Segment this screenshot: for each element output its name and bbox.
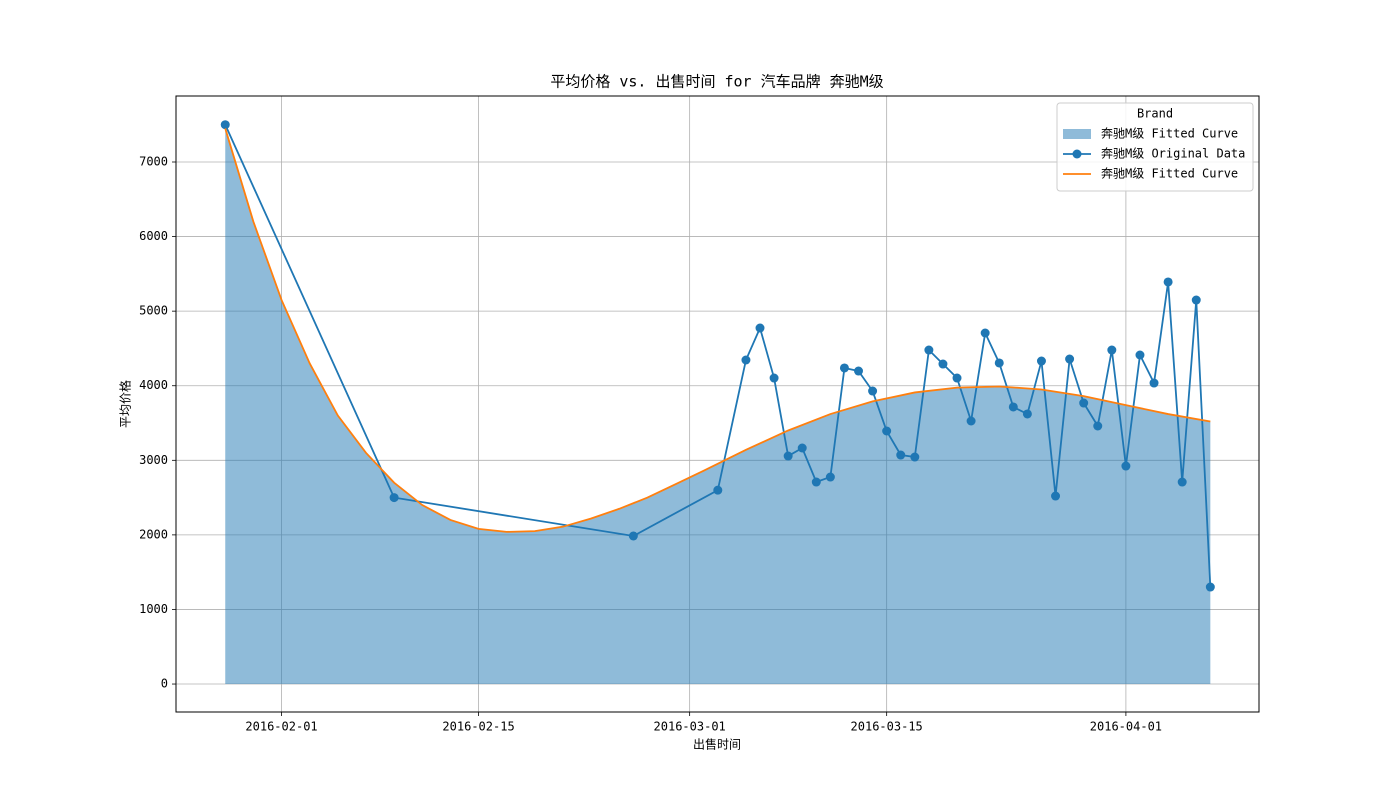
x-tick-label: 2016-03-15 — [851, 720, 923, 734]
legend-label: 奔驰M级 Fitted Curve — [1101, 127, 1238, 141]
y-tick-label: 2000 — [139, 527, 168, 541]
x-tick-label: 2016-02-15 — [442, 720, 514, 734]
plot-frame — [175, 95, 1260, 713]
legend-box — [1056, 102, 1254, 192]
marker — [896, 450, 906, 460]
marker — [1107, 345, 1117, 355]
marker — [220, 120, 230, 130]
marker — [1121, 461, 1131, 471]
marker — [882, 426, 892, 436]
marker — [966, 416, 976, 426]
marker — [825, 472, 835, 482]
marker — [811, 477, 821, 487]
area — [225, 128, 1211, 685]
y-tick-label: 7000 — [139, 155, 168, 169]
marker — [1036, 356, 1046, 366]
marker — [868, 386, 878, 396]
marker — [924, 345, 934, 355]
y-tick-label: 3000 — [139, 453, 168, 467]
line — [224, 128, 1211, 533]
legend-title: Brand — [1137, 107, 1173, 121]
marker — [389, 493, 399, 503]
line — [224, 124, 1212, 588]
legend-label: 奔驰M级 Fitted Curve — [1101, 167, 1238, 181]
marker — [1163, 277, 1173, 287]
marker — [1079, 398, 1089, 408]
marker — [1022, 409, 1032, 419]
y-tick-label: 6000 — [139, 229, 168, 243]
x-tick-label: 2016-03-01 — [654, 720, 726, 734]
marker — [783, 451, 793, 461]
y-tick-label: 5000 — [139, 304, 168, 318]
x-tick-label: 2016-04-01 — [1090, 720, 1162, 734]
marker — [938, 359, 948, 369]
x-axis-label: 出售时间 — [693, 737, 741, 752]
marker — [1008, 402, 1018, 412]
legend-swatch — [1063, 129, 1091, 139]
marker — [713, 485, 723, 495]
y-tick-label: 1000 — [139, 602, 168, 616]
marker — [854, 366, 864, 376]
marker — [980, 328, 990, 338]
marker — [755, 323, 765, 333]
marker — [1177, 477, 1187, 487]
marker — [769, 373, 779, 383]
marker — [1135, 350, 1145, 360]
y-axis-label: 平均价格 — [118, 380, 133, 428]
marker — [741, 355, 751, 365]
legend-label: 奔驰M级 Original Data — [1101, 147, 1245, 161]
marker — [910, 452, 920, 462]
marker — [1149, 378, 1159, 388]
marker — [1205, 582, 1215, 592]
marker — [839, 363, 849, 373]
marker — [797, 443, 807, 453]
marker — [994, 358, 1004, 368]
x-tick-label: 2016-02-01 — [245, 720, 317, 734]
marker — [1065, 354, 1075, 364]
y-tick-label: 4000 — [139, 378, 168, 392]
marker — [1051, 491, 1061, 501]
marker — [1191, 295, 1201, 305]
marker — [1093, 421, 1103, 431]
marker — [628, 531, 638, 541]
marker — [952, 373, 962, 383]
y-tick-label: 0 — [161, 677, 168, 691]
chart-title: 平均价格 vs. 出售时间 for 汽车品牌 奔驰M级 — [550, 73, 883, 91]
legend-marker — [1072, 149, 1082, 159]
